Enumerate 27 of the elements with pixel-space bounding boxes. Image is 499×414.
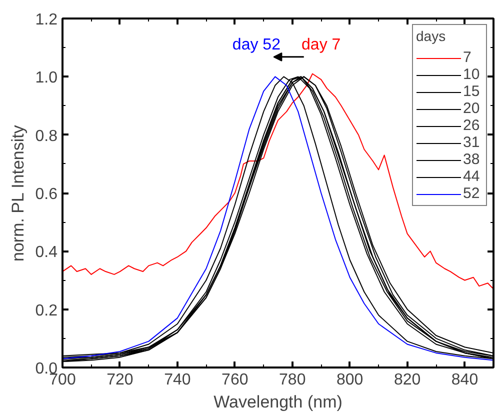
y-tick-label: 1.2	[35, 12, 58, 28]
legend-label: 7	[463, 49, 472, 66]
legend-label: 26	[463, 117, 481, 134]
x-tick-label: 740	[164, 372, 191, 388]
legend-label: 44	[463, 168, 481, 185]
x-tick-label: 800	[336, 372, 364, 388]
legend-label: 38	[463, 151, 481, 168]
legend-label: 10	[463, 66, 481, 83]
y-tick-label: 0.2	[35, 302, 58, 320]
x-tick-label: 820	[394, 372, 421, 388]
legend-label: 15	[463, 83, 481, 100]
y-axis-title: norm. PL Intensity	[8, 124, 28, 262]
x-tick-label: 840	[451, 372, 478, 388]
legend-label: 52	[463, 185, 481, 202]
x-tick-label: 780	[279, 372, 306, 388]
y-tick-label: 1.0	[35, 70, 58, 87]
x-tick-label: 760	[222, 372, 248, 388]
annotation: day 52	[232, 36, 281, 54]
y-tick-label: 0.6	[35, 186, 58, 203]
legend-label: 20	[463, 100, 481, 117]
legend-title: days	[416, 28, 447, 44]
y-tick-label: 0.8	[35, 128, 58, 145]
legend-label: 31	[463, 134, 481, 151]
annotation: day 7	[302, 36, 341, 54]
y-tick-label: 0.4	[35, 244, 58, 262]
x-axis-title: Wavelength (nm)	[214, 392, 342, 412]
x-tick-label: 720	[106, 372, 134, 388]
